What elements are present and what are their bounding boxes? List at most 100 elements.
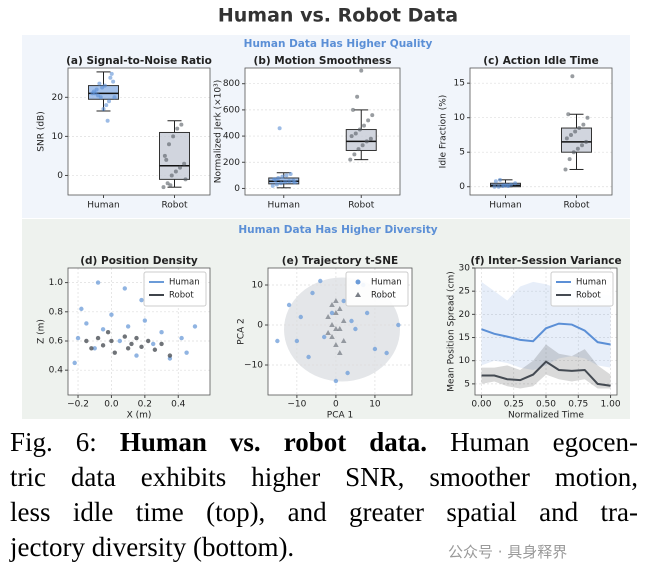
y-tick-label: 20 [52,93,64,103]
figure-title: Human vs. Robot Data [218,5,458,27]
x-tick-label: −0.2 [67,400,89,410]
data-point [333,298,339,303]
data-point [145,338,151,344]
data-point [111,79,116,84]
data-point [364,310,370,316]
data-point [129,341,134,347]
data-point [284,173,289,178]
data-point [139,297,144,303]
x-tick-label: 0.50 [536,400,556,410]
data-point [105,330,111,335]
data-point [182,161,187,166]
y-tick-label: 0.8 [49,307,64,317]
data-point [577,126,582,131]
data-point [325,314,331,319]
data-point [341,298,346,304]
data-point [348,157,353,162]
data-point [168,183,173,188]
y-axis-label: Z (m) [37,319,47,344]
y-axis-label: PCA 2 [237,318,247,344]
y-axis-label: Normalized Jerk (×10³) [214,80,224,184]
data-point [352,152,357,157]
data-point [569,132,573,137]
y-tick-label: 5 [459,148,465,158]
subplot-title: (c) Action Idle Time [483,55,598,67]
data-point [89,346,94,351]
data-point [112,350,117,355]
x-tick-label: Robot [161,201,188,211]
x-tick-label: −10 [287,400,306,410]
legend-label: Human [371,278,402,288]
data-point [273,177,278,182]
data-point [105,118,110,123]
caption-text: Human egocen- [450,427,639,457]
data-point [275,338,280,344]
y-tick-label: 20 [459,310,471,320]
subplot-title: (b) Motion Smoothness [254,55,392,67]
data-point [274,182,279,187]
subplot-title: (d) Position Density [80,255,198,267]
line [481,322,611,346]
data-point [107,99,111,104]
data-point [79,306,84,312]
data-point [92,346,97,351]
data-point [337,306,343,311]
data-point [142,318,148,323]
data-point [117,338,122,344]
subplot-title: (a) Signal-to-Noise Ratio [66,55,212,67]
data-point [498,177,502,182]
line [481,360,611,387]
data-point [108,75,113,80]
data-point [329,302,335,307]
caption-line: Fig. 6: Human vs. robot data. Human egoc… [10,425,638,460]
data-point [100,85,105,90]
y-tick-label: −10 [244,361,263,371]
data-point [122,286,128,291]
data-point [564,136,569,141]
data-point [567,157,572,162]
y-axis-label: Idle Fraction (%) [439,95,449,169]
data-point [506,184,511,189]
x-tick-label: 0.75 [568,400,588,410]
data-point [585,115,590,120]
data-point [329,322,335,327]
data-point [100,327,106,332]
data-point [329,334,335,339]
legend-label: Robot [169,291,194,301]
data-point [112,95,117,100]
band [481,344,611,389]
legend-swatch [355,279,361,285]
legend-box [345,271,409,307]
data-point [298,314,303,320]
legend-swatch [355,292,361,297]
x-axis-label: X (m) [127,411,152,421]
y-tick-label: 0.6 [49,336,64,346]
data-point [359,68,364,73]
y-tick-label: 5 [464,379,470,389]
x-tick-label: 1.00 [601,400,621,410]
subplot-title: (f) Inter-Session Variance [470,255,621,267]
x-tick-label: 0.2 [138,400,152,410]
data-point [167,353,173,358]
data-point [563,167,568,172]
data-point [151,341,156,347]
data-point [355,94,360,99]
y-tick-label: 0 [234,184,240,194]
data-point [356,147,361,152]
y-tick-label: 25 [459,287,470,297]
data-point [109,71,114,76]
data-point [502,183,507,188]
data-point [277,126,282,131]
data-point [362,123,366,128]
data-point [84,338,89,344]
caption-line: tric data exhibits higher SNR, smoother … [10,462,638,492]
data-point [325,330,331,335]
data-point [162,153,167,158]
data-point [575,146,580,151]
data-point [340,318,347,323]
data-point [357,127,362,132]
y-tick-label: 10 [454,113,466,123]
section-title: Human Data Has Higher Quality [244,38,433,50]
y-tick-label: 600 [223,105,240,115]
